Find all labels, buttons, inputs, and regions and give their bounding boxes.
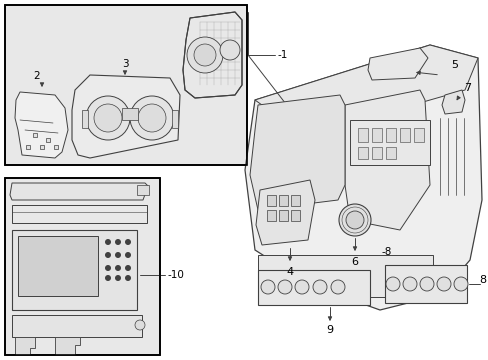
Bar bbox=[12, 315, 142, 337]
Bar bbox=[384, 265, 466, 303]
Polygon shape bbox=[15, 337, 35, 355]
Circle shape bbox=[135, 320, 145, 330]
Circle shape bbox=[115, 252, 121, 258]
Polygon shape bbox=[183, 12, 242, 98]
Bar bbox=[349, 120, 429, 165]
Bar bbox=[413, 128, 423, 142]
Text: -1: -1 bbox=[278, 50, 288, 60]
Bar bbox=[5, 178, 160, 355]
Circle shape bbox=[105, 252, 111, 258]
Circle shape bbox=[294, 280, 308, 294]
Bar bbox=[371, 128, 381, 142]
Text: 4: 4 bbox=[286, 267, 293, 277]
Bar bbox=[385, 147, 395, 159]
Circle shape bbox=[261, 280, 274, 294]
Circle shape bbox=[130, 96, 174, 140]
Circle shape bbox=[105, 265, 111, 271]
Circle shape bbox=[94, 104, 122, 132]
Bar bbox=[137, 185, 149, 195]
Bar bbox=[258, 255, 432, 297]
Circle shape bbox=[115, 275, 121, 281]
Bar bbox=[385, 128, 395, 142]
Bar bbox=[54, 145, 58, 149]
Bar bbox=[18, 236, 98, 296]
Bar bbox=[279, 210, 287, 221]
Circle shape bbox=[338, 204, 370, 236]
Bar bbox=[82, 110, 88, 128]
Bar bbox=[5, 178, 160, 355]
Circle shape bbox=[125, 252, 131, 258]
Text: 7: 7 bbox=[464, 83, 470, 93]
Bar bbox=[399, 128, 409, 142]
Bar bbox=[172, 110, 178, 128]
Bar bbox=[26, 145, 30, 149]
Circle shape bbox=[186, 37, 223, 73]
Circle shape bbox=[105, 275, 111, 281]
Circle shape bbox=[105, 239, 111, 245]
Polygon shape bbox=[367, 48, 427, 80]
Bar bbox=[290, 195, 299, 206]
Bar bbox=[371, 147, 381, 159]
Polygon shape bbox=[10, 183, 148, 200]
Circle shape bbox=[385, 277, 399, 291]
Circle shape bbox=[194, 44, 216, 66]
Circle shape bbox=[453, 277, 467, 291]
Circle shape bbox=[419, 277, 433, 291]
Text: 9: 9 bbox=[326, 325, 333, 335]
Bar bbox=[46, 138, 50, 142]
Polygon shape bbox=[345, 90, 429, 230]
Circle shape bbox=[115, 265, 121, 271]
Circle shape bbox=[220, 40, 240, 60]
Text: 8: 8 bbox=[478, 275, 485, 285]
Text: 6: 6 bbox=[351, 257, 358, 267]
Circle shape bbox=[436, 277, 450, 291]
Bar bbox=[12, 205, 147, 223]
Bar bbox=[357, 147, 367, 159]
Circle shape bbox=[138, 104, 165, 132]
Bar bbox=[12, 230, 137, 310]
Text: -8: -8 bbox=[380, 247, 390, 257]
Circle shape bbox=[312, 280, 326, 294]
Text: 3: 3 bbox=[122, 59, 128, 69]
Circle shape bbox=[125, 275, 131, 281]
Bar bbox=[290, 210, 299, 221]
Polygon shape bbox=[55, 337, 80, 355]
Bar bbox=[279, 195, 287, 206]
Polygon shape bbox=[441, 90, 464, 114]
Bar bbox=[40, 145, 44, 149]
Polygon shape bbox=[244, 45, 481, 310]
Circle shape bbox=[330, 280, 345, 294]
Bar bbox=[5, 5, 246, 165]
Circle shape bbox=[278, 280, 291, 294]
Circle shape bbox=[86, 96, 130, 140]
Circle shape bbox=[402, 277, 416, 291]
Bar bbox=[357, 128, 367, 142]
Circle shape bbox=[125, 265, 131, 271]
Circle shape bbox=[346, 211, 363, 229]
Bar bbox=[5, 5, 246, 165]
Text: 2: 2 bbox=[34, 71, 40, 81]
Polygon shape bbox=[249, 95, 345, 210]
Circle shape bbox=[125, 239, 131, 245]
Polygon shape bbox=[256, 180, 314, 245]
Text: 5: 5 bbox=[450, 60, 458, 70]
Bar bbox=[258, 270, 369, 305]
Polygon shape bbox=[254, 45, 477, 118]
Text: -10: -10 bbox=[167, 270, 183, 280]
Bar bbox=[266, 195, 275, 206]
Polygon shape bbox=[15, 92, 68, 158]
Bar bbox=[266, 210, 275, 221]
Circle shape bbox=[115, 239, 121, 245]
Bar bbox=[122, 108, 138, 120]
Bar bbox=[33, 133, 37, 137]
Polygon shape bbox=[72, 75, 180, 158]
